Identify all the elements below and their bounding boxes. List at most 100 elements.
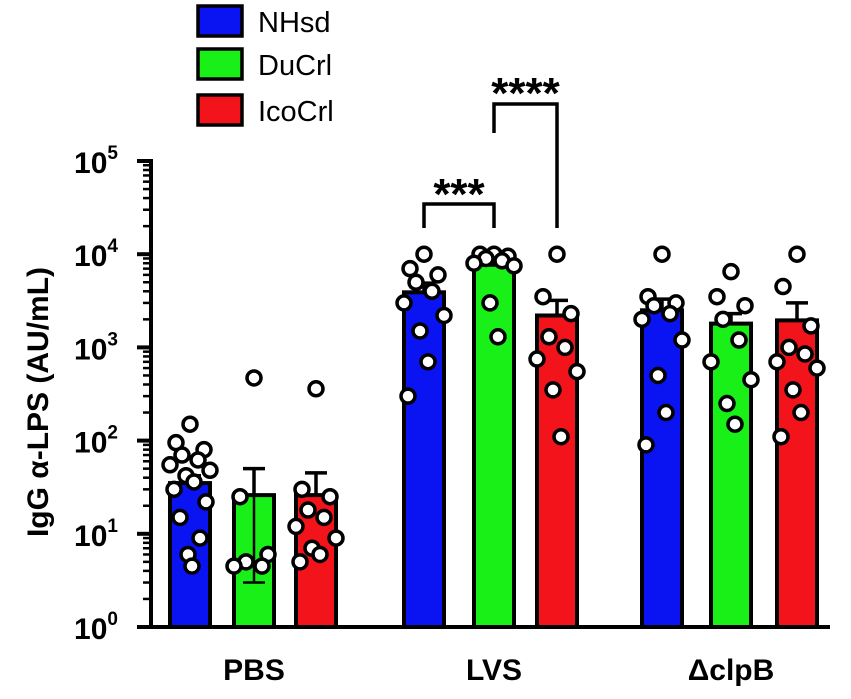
legend-label-IcoCrl: IcoCrl — [258, 96, 334, 128]
data-point-IcoCrl-2-0 — [788, 245, 806, 263]
y-axis-label: IgG α-LPS (AU/mL) — [22, 267, 55, 537]
data-point-NHsd-2-5 — [633, 310, 651, 329]
data-point-NHsd-1-6 — [435, 306, 453, 325]
data-point-IcoCrl-1-3 — [540, 328, 558, 346]
legend-swatch-IcoCrl — [196, 93, 244, 127]
data-point-NHsd-1-2 — [429, 266, 447, 284]
data-point-NHsd-0-8 — [185, 473, 203, 491]
data-point-DuCrl-2-1 — [708, 287, 726, 306]
data-point-IcoCrl-1-4 — [556, 338, 574, 357]
data-point-NHsd-1-8 — [419, 353, 437, 371]
data-point-DuCrl-0-1 — [231, 487, 249, 506]
data-point-NHsd-0-5 — [161, 456, 179, 474]
x-tick-label-1: LVS — [466, 654, 522, 687]
data-point-IcoCrl-2-5 — [768, 353, 786, 371]
data-point-DuCrl-0-0 — [245, 369, 263, 387]
bar-NHsd-2 — [640, 308, 684, 629]
data-point-IcoCrl-2-9 — [772, 427, 790, 446]
data-point-IcoCrl-2-8 — [792, 403, 810, 422]
data-point-DuCrl-2-5 — [702, 353, 720, 371]
data-point-NHsd-1-5 — [395, 294, 413, 312]
axes: 100 101 102 103 104 105 PBS LVS ΔclpB — [74, 143, 830, 687]
data-point-IcoCrl-1-0 — [548, 245, 566, 263]
significance-brackets: ******* — [422, 69, 561, 228]
data-point-IcoCrl-2-1 — [774, 277, 792, 296]
data-point-IcoCrl-2-4 — [796, 345, 814, 363]
legend-label-DuCrl: DuCrl — [258, 50, 332, 82]
x-tick-label-0: PBS — [223, 654, 285, 687]
data-point-NHsd-0-9 — [165, 480, 183, 499]
data-point-NHsd-2-7 — [649, 366, 667, 385]
data-point-IcoCrl-0-5 — [287, 517, 305, 536]
data-point-IcoCrl-0-1 — [293, 480, 311, 499]
data-point-NHsd-0-3 — [173, 446, 191, 464]
data-point-NHsd-2-9 — [637, 436, 655, 454]
data-point-DuCrl-2-6 — [742, 370, 760, 389]
legend-swatch-DuCrl — [196, 47, 244, 81]
data-point-NHsd-2-0 — [653, 245, 671, 263]
y-tick-label-4: 104 — [74, 236, 118, 273]
x-tick-label-2: ΔclpB — [688, 654, 775, 687]
data-point-NHsd-0-12 — [191, 529, 209, 547]
data-point-NHsd-2-6 — [673, 331, 691, 349]
data-point-NHsd-0-0 — [181, 415, 199, 433]
significance-label-0: *** — [433, 170, 485, 219]
data-point-IcoCrl-2-2 — [802, 317, 820, 335]
data-point-IcoCrl-2-6 — [808, 359, 826, 377]
data-point-DuCrl-2-0 — [722, 262, 740, 281]
bar-DuCrl-2 — [709, 321, 753, 629]
data-point-NHsd-0-6 — [201, 461, 219, 480]
data-point-DuCrl-2-2 — [736, 296, 754, 315]
data-point-IcoCrl-2-7 — [784, 381, 802, 399]
data-point-IcoCrl-0-3 — [299, 501, 317, 519]
y-tick-label-3: 103 — [74, 329, 118, 366]
data-point-IcoCrl-1-5 — [528, 350, 546, 368]
data-point-DuCrl-2-4 — [730, 331, 748, 349]
significance-bracket-0 — [422, 202, 496, 228]
data-point-IcoCrl-0-8 — [311, 545, 329, 564]
data-point-IcoCrl-0-4 — [315, 508, 333, 527]
data-point-DuCrl-1-7 — [481, 294, 499, 312]
data-point-DuCrl-0-4 — [253, 557, 271, 575]
y-tick-label-5: 105 — [74, 143, 118, 180]
y-tick-label-0: 100 — [74, 609, 118, 646]
data-point-DuCrl-2-8 — [726, 415, 744, 433]
data-point-IcoCrl-1-1 — [534, 287, 552, 306]
data-point-IcoCrl-0-6 — [327, 529, 345, 547]
bar-NHsd-1 — [402, 290, 446, 629]
data-point-NHsd-1-3 — [407, 273, 425, 292]
data-point-NHsd-0-10 — [197, 493, 215, 511]
data-point-DuCrl-1-5 — [465, 254, 483, 272]
data-point-IcoCrl-1-2 — [562, 304, 580, 323]
data-point-DuCrl-0-5 — [225, 557, 243, 575]
data-points — [161, 245, 826, 575]
data-point-NHsd-1-9 — [399, 387, 417, 405]
data-point-NHsd-2-4 — [661, 304, 679, 323]
y-tick-label-1: 101 — [74, 516, 118, 553]
data-point-IcoCrl-1-6 — [568, 362, 586, 381]
data-point-NHsd-1-4 — [423, 282, 441, 301]
legend-label-NHsd: NHsd — [258, 7, 331, 39]
data-point-DuCrl-2-3 — [714, 310, 732, 329]
data-point-NHsd-2-8 — [657, 403, 675, 422]
bar-DuCrl-1 — [472, 262, 516, 629]
data-point-NHsd-1-0 — [415, 245, 433, 263]
significance-label-1: **** — [491, 69, 560, 118]
data-point-IcoCrl-1-8 — [552, 427, 570, 446]
data-point-IcoCrl-0-9 — [291, 553, 309, 571]
y-tick-label-2: 102 — [74, 423, 118, 460]
data-point-IcoCrl-1-7 — [544, 381, 562, 399]
data-point-IcoCrl-0-0 — [307, 380, 325, 398]
data-point-DuCrl-1-6 — [505, 257, 523, 275]
significance-bracket-1 — [492, 102, 559, 228]
data-point-NHsd-1-7 — [411, 322, 429, 340]
data-point-NHsd-2-3 — [645, 296, 663, 315]
data-point-DuCrl-1-8 — [489, 328, 507, 346]
data-point-NHsd-0-11 — [171, 508, 189, 527]
data-point-NHsd-0-14 — [183, 557, 201, 575]
legend-swatch-NHsd — [196, 4, 244, 38]
data-point-NHsd-0-4 — [189, 451, 207, 469]
data-point-NHsd-1-1 — [401, 259, 419, 278]
legend: NHsd DuCrl IcoCrl — [196, 4, 334, 128]
